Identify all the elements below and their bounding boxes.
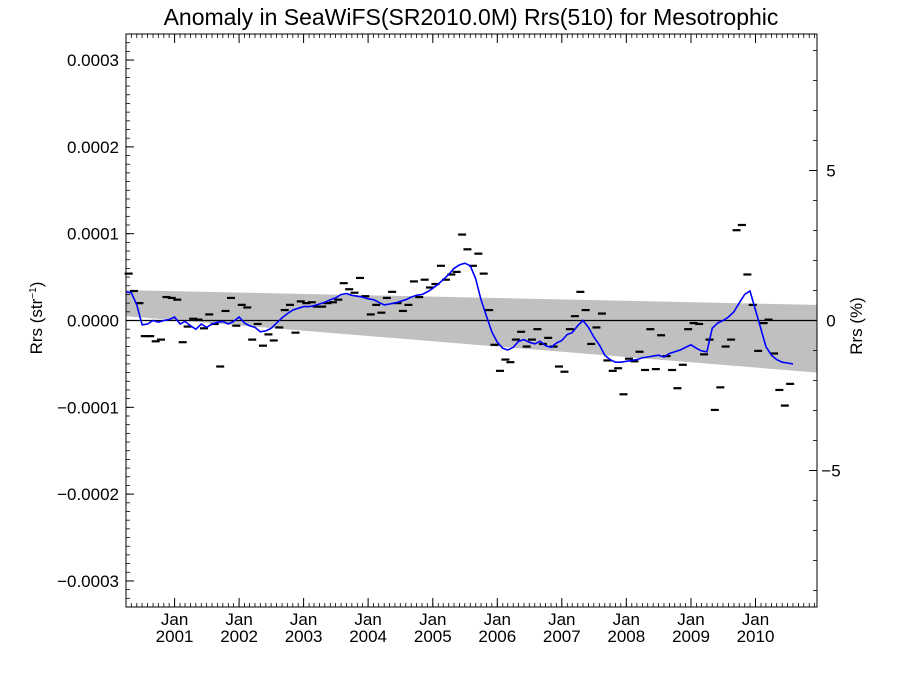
x-tick-year-label: 2003 [285, 627, 323, 646]
x-tick-year-label: 2010 [737, 627, 775, 646]
y-tick-label: −0.0003 [57, 572, 119, 591]
x-tick-month-label: Jan [225, 610, 252, 629]
y-tick-label: −0.0002 [57, 485, 119, 504]
x-tick-month-label: Jan [677, 610, 704, 629]
y-tick-label: −0.0001 [57, 398, 119, 417]
uncertainty-band [126, 290, 817, 373]
x-tick-year-label: 2001 [156, 627, 194, 646]
y-right-tick-label: 5 [826, 162, 835, 181]
x-tick-year-label: 2007 [543, 627, 581, 646]
x-tick-year-label: 2002 [220, 627, 258, 646]
y-tick-label: 0.0002 [67, 138, 119, 157]
plot-area [124, 33, 818, 608]
y-axis-left: 0.0003 0.0002 0.0001 0.0000 −0.0001 −0.0002 −0… [57, 42, 134, 608]
x-tick-month-label: Jan [548, 610, 575, 629]
x-tick-year-label: 2009 [672, 627, 710, 646]
x-tick-year-label: 2004 [349, 627, 387, 646]
x-tick-month-label: Jan [742, 610, 769, 629]
chart-title: Anomaly in SeaWiFS(SR2010.0M) Rrs(510) f… [164, 4, 779, 30]
x-axis: Jan2001Jan2002Jan2003Jan2004Jan2005Jan20… [130, 34, 815, 646]
y-axis-right: 5 0 −5 [809, 50, 841, 591]
smoothed-line [125, 262, 794, 365]
x-tick-month-label: Jan [613, 610, 640, 629]
x-tick-month-label: Jan [161, 610, 188, 629]
x-tick-year-label: 2005 [414, 627, 452, 646]
x-tick-year-label: 2008 [607, 627, 645, 646]
y-axis-right-label: Rrs (%) [847, 297, 866, 355]
x-tick-month-label: Jan [484, 610, 511, 629]
x-tick-month-label: Jan [290, 610, 317, 629]
y-tick-label: 0.0003 [67, 51, 119, 70]
y-right-tick-label: −5 [821, 462, 840, 481]
x-tick-month-label: Jan [354, 610, 381, 629]
y-right-tick-label: 0 [826, 312, 835, 331]
x-tick-year-label: 2006 [478, 627, 516, 646]
y-tick-label: 0.0001 [67, 225, 119, 244]
x-tick-month-label: Jan [419, 610, 446, 629]
y-tick-label: 0.0000 [67, 312, 119, 331]
y-axis-left-label: Rrs (str−1) [27, 282, 46, 355]
